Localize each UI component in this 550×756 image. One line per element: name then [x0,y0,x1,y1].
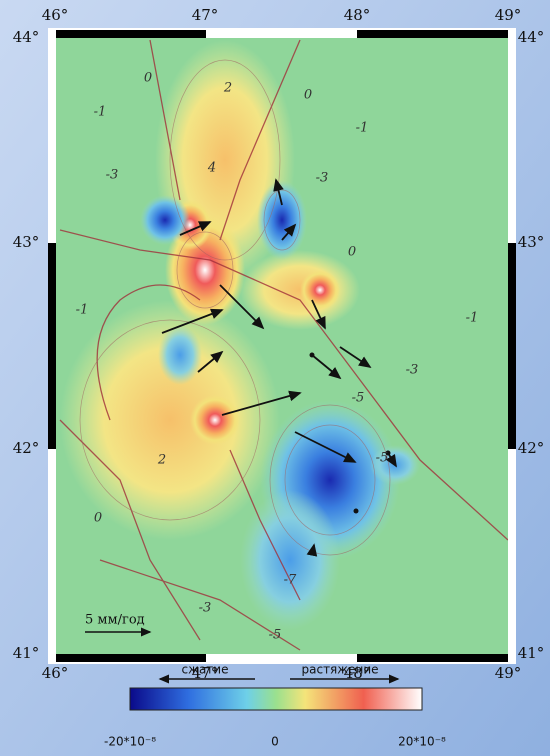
contour-label: 0 [348,245,356,260]
contour-label: -5 [269,628,282,643]
colorbar [130,688,422,710]
contour-label: -5 [376,451,389,466]
lat-label-right: 41° [518,644,545,662]
page: 46°46°47°47°48°48°49°49°44°44°43°43°42°4… [0,0,550,756]
lat-label-left: 43° [13,233,40,251]
lat-label-right: 44° [518,28,545,46]
colorbar-mid: 0 [271,735,279,749]
lon-label-top: 48° [344,6,371,24]
contour-label: 0 [304,88,312,103]
contour-label: 0 [94,511,102,526]
lat-label-left: 42° [13,439,40,457]
contour-label: 0 [144,71,152,86]
contour-label: -1 [94,105,107,120]
compression-label: сжатие [182,663,229,677]
strain-field [56,38,508,654]
contour-label: 2 [223,81,232,96]
contour-label: -1 [466,311,479,326]
lon-label-top: 46° [42,6,69,24]
scale-label: 5 мм/год [85,613,145,628]
contour-label: -1 [356,121,369,136]
lat-label-left: 41° [13,644,40,662]
contour-label: -3 [199,601,212,616]
contour-label: -5 [352,391,365,406]
contour-label: -7 [284,573,297,588]
contour-label: 4 [207,161,216,176]
lat-label-right: 42° [518,439,545,457]
contour-label: -3 [316,171,329,186]
contour-label: -3 [406,363,419,378]
contour-label: -1 [76,303,89,318]
contour-label: 2 [157,453,166,468]
lon-label-bottom: 49° [495,664,522,682]
lat-label-right: 43° [518,233,545,251]
lon-label-top: 47° [192,6,219,24]
extension-label: растяжение [302,663,379,677]
lat-label-left: 44° [13,28,40,46]
colorbar-min: -20*10⁻⁸ [104,735,156,749]
lon-label-top: 49° [495,6,522,24]
lon-label-bottom: 46° [42,664,69,682]
colorbar-max: 20*10⁻⁸ [398,735,446,749]
contour-label: -3 [106,168,119,183]
